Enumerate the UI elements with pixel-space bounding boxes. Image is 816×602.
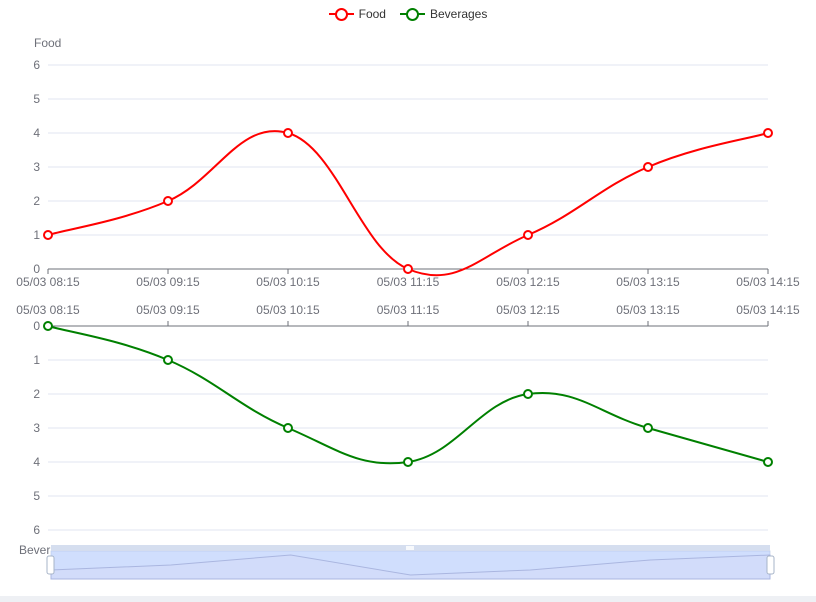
bottom-x-tick-label: 05/03 13:15 (616, 303, 680, 317)
bottom-y-tick-label: 5 (33, 489, 40, 503)
top-x-tick-label: 05/03 09:15 (136, 275, 200, 289)
top-x-tick-label: 05/03 08:15 (16, 275, 80, 289)
bottom-x-tick-label: 05/03 14:15 (736, 303, 800, 317)
food-point-4[interactable] (523, 230, 533, 240)
food-point-3[interactable] (403, 264, 413, 274)
food-series-line (47, 130, 769, 277)
top-y-tick-label: 1 (33, 228, 40, 242)
top-x-tick-label: 05/03 12:15 (496, 275, 560, 289)
datazoom-right-handle[interactable] (766, 555, 775, 575)
top-y-tick-label: 3 (33, 160, 40, 174)
bottom-y-tick-label: 1 (33, 353, 40, 367)
beverages-point-1[interactable] (163, 355, 173, 365)
top-x-tick-label: 05/03 11:15 (377, 275, 440, 289)
beverages-point-3[interactable] (403, 457, 413, 467)
bottom-x-tick-label: 05/03 10:15 (256, 303, 320, 317)
food-legend-icon (328, 7, 354, 21)
legend-item-food[interactable]: Food (328, 7, 386, 21)
bottom-y-tick-label: 2 (33, 387, 40, 401)
bottom-x-tick-label: 05/03 09:15 (136, 303, 200, 317)
legend-item-beverages[interactable]: Beverages (399, 7, 488, 21)
food-point-6[interactable] (763, 128, 773, 138)
bottom-y-tick-label: 6 (33, 523, 40, 537)
top-y-tick-label: 0 (33, 262, 40, 276)
bottom-y-tick-label: 0 (33, 319, 40, 333)
beverages-point-2[interactable] (283, 423, 293, 433)
beverages-point-0[interactable] (43, 321, 53, 331)
top-x-tick-label: 05/03 10:15 (256, 275, 320, 289)
food-point-2[interactable] (283, 128, 293, 138)
food-point-5[interactable] (643, 162, 653, 172)
legend: Food Beverages (0, 7, 816, 21)
beverages-series-line (47, 325, 769, 465)
bottom-x-tick-label: 05/03 11:15 (377, 303, 440, 317)
top-y-tick-label: 6 (33, 58, 40, 72)
bottom-x-tick-label: 05/03 08:15 (16, 303, 80, 317)
food-point-1[interactable] (163, 196, 173, 206)
top-x-tick-label: 05/03 13:15 (616, 275, 680, 289)
food-point-0[interactable] (43, 230, 53, 240)
top-y-tick-label: 4 (33, 126, 40, 140)
datazoom-left-handle[interactable] (46, 555, 55, 575)
top-x-tick-label: 05/03 14:15 (736, 275, 800, 289)
legend-label-food: Food (358, 7, 386, 21)
top-y-tick-label: 2 (33, 194, 40, 208)
top-y-axis-name: Food (34, 36, 61, 50)
bottom-y-tick-label: 3 (33, 421, 40, 435)
legend-label-beverages: Beverages (429, 7, 488, 21)
page-bottom-strip (0, 596, 816, 602)
top-y-tick-label: 5 (33, 92, 40, 106)
beverages-point-6[interactable] (763, 457, 773, 467)
bottom-x-tick-label: 05/03 12:15 (496, 303, 560, 317)
bottom-y-tick-label: 4 (33, 455, 40, 469)
beverages-point-4[interactable] (523, 389, 533, 399)
beverages-point-5[interactable] (643, 423, 653, 433)
beverages-legend-icon (399, 7, 425, 21)
datazoom-grip-icon[interactable] (406, 546, 414, 550)
